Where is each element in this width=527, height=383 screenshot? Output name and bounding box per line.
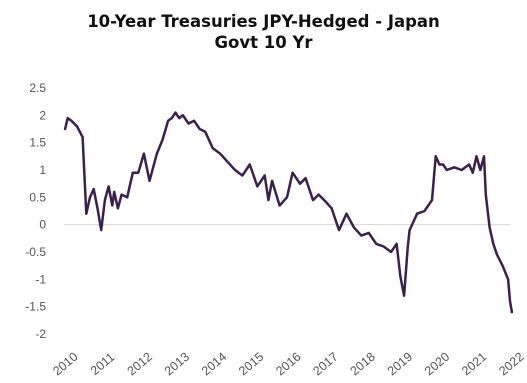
x-tick-label: 2012 [125, 350, 155, 379]
x-tick-label: 2015 [236, 350, 266, 379]
y-tick-label: 2.5 [29, 81, 46, 95]
chart-title-line-1: 10-Year Treasuries JPY-Hedged - Japan [87, 12, 440, 31]
x-tick-label: 2010 [50, 350, 80, 379]
series-group [63, 111, 514, 314]
x-tick-label: 2013 [162, 350, 192, 379]
x-tick-label: 2019 [385, 350, 415, 379]
x-tick-label: 2020 [422, 350, 452, 379]
y-axis-ticks: 2.5 2 1.5 1 0.5 0 -0.5 -1 -1.5 -2 [25, 81, 46, 341]
x-tick-label: 2017 [310, 350, 340, 379]
series-line [63, 111, 514, 314]
y-tick-label: 1 [39, 163, 46, 177]
y-tick-label: -2 [35, 327, 46, 341]
chart-title-line-2: Govt 10 Yr [214, 33, 313, 52]
y-tick-label: -1.5 [25, 300, 46, 314]
x-tick-label: 2021 [459, 350, 489, 379]
y-tick-label: -1 [35, 272, 46, 286]
y-tick-label: 2 [39, 108, 46, 122]
x-tick-label: 2011 [88, 350, 118, 378]
y-tick-label: 1.5 [29, 136, 46, 150]
y-tick-label: 0 [39, 218, 46, 232]
x-tick-label: 2018 [348, 350, 378, 379]
x-tick-label: 2022 [496, 350, 526, 379]
x-tick-label: 2016 [273, 350, 303, 379]
x-axis-ticks: 2010 2011 2012 2013 2014 2015 2016 2017 2018 2019… [50, 350, 526, 379]
y-tick-label: 0.5 [29, 190, 46, 204]
x-tick-label: 2014 [199, 350, 229, 379]
y-tick-label: -0.5 [25, 245, 46, 259]
